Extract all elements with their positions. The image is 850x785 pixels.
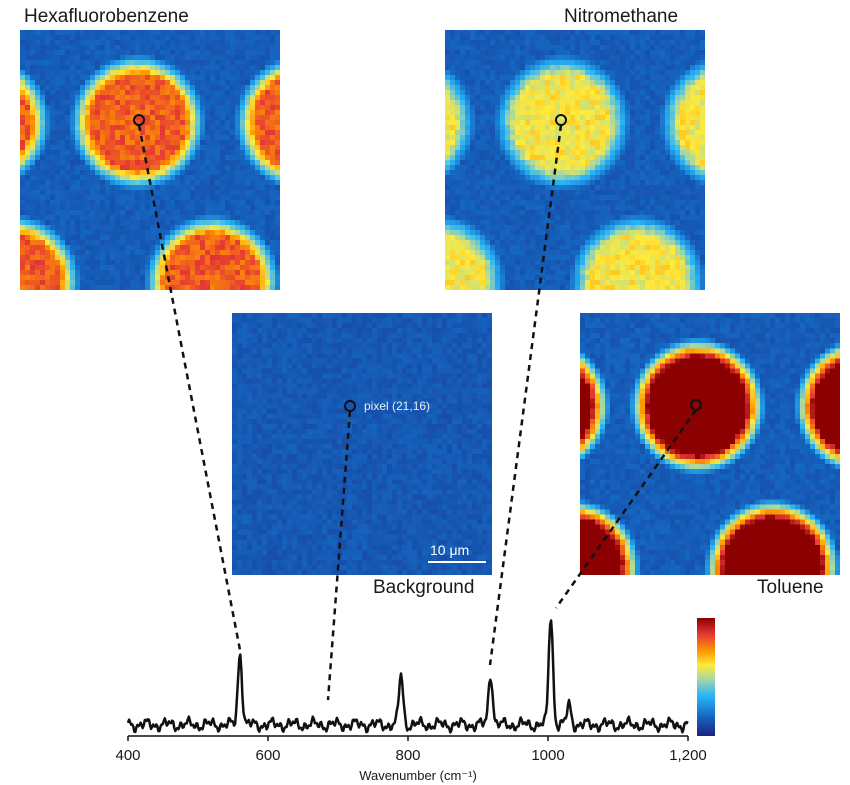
pixel-marker-nitromethane (555, 114, 567, 126)
map-label-nitromethane: Nitromethane (564, 6, 679, 27)
x-axis-title: Wavenumber (cm⁻¹) (359, 768, 477, 783)
map-label-background: Background (373, 577, 475, 598)
leader-line-nitromethane (488, 124, 563, 666)
pixel-annotation: pixel (21,16) (364, 399, 430, 413)
pixel-marker-background (344, 400, 356, 412)
pixel-marker-hexafluorobenzene (133, 114, 145, 126)
colorbar (697, 618, 715, 736)
x-tick-label: 400 (115, 747, 140, 764)
x-tick-label: 600 (255, 747, 280, 764)
map-hexafluorobenzene (20, 30, 280, 290)
scale-bar-label: 10 μm (430, 542, 469, 558)
map-label-hexafluorobenzene: Hexafluorobenzene (24, 6, 189, 27)
pixel-marker-toluene (690, 399, 702, 411)
x-axis-ticks: 400 600 800 1000 1,200 (115, 736, 707, 764)
spectrum-line (126, 619, 689, 734)
leader-line-toluene (554, 409, 698, 609)
x-tick-label: 1,200 (669, 747, 707, 764)
map-background (232, 313, 492, 575)
leader-line-background (326, 410, 352, 701)
map-label-toluene: Toluene (757, 577, 824, 598)
x-tick-label: 1000 (531, 747, 564, 764)
x-tick-label: 800 (395, 747, 420, 764)
map-nitromethane (445, 30, 705, 290)
map-toluene (580, 313, 840, 575)
leader-line-hexafluorobenzene (137, 124, 242, 651)
